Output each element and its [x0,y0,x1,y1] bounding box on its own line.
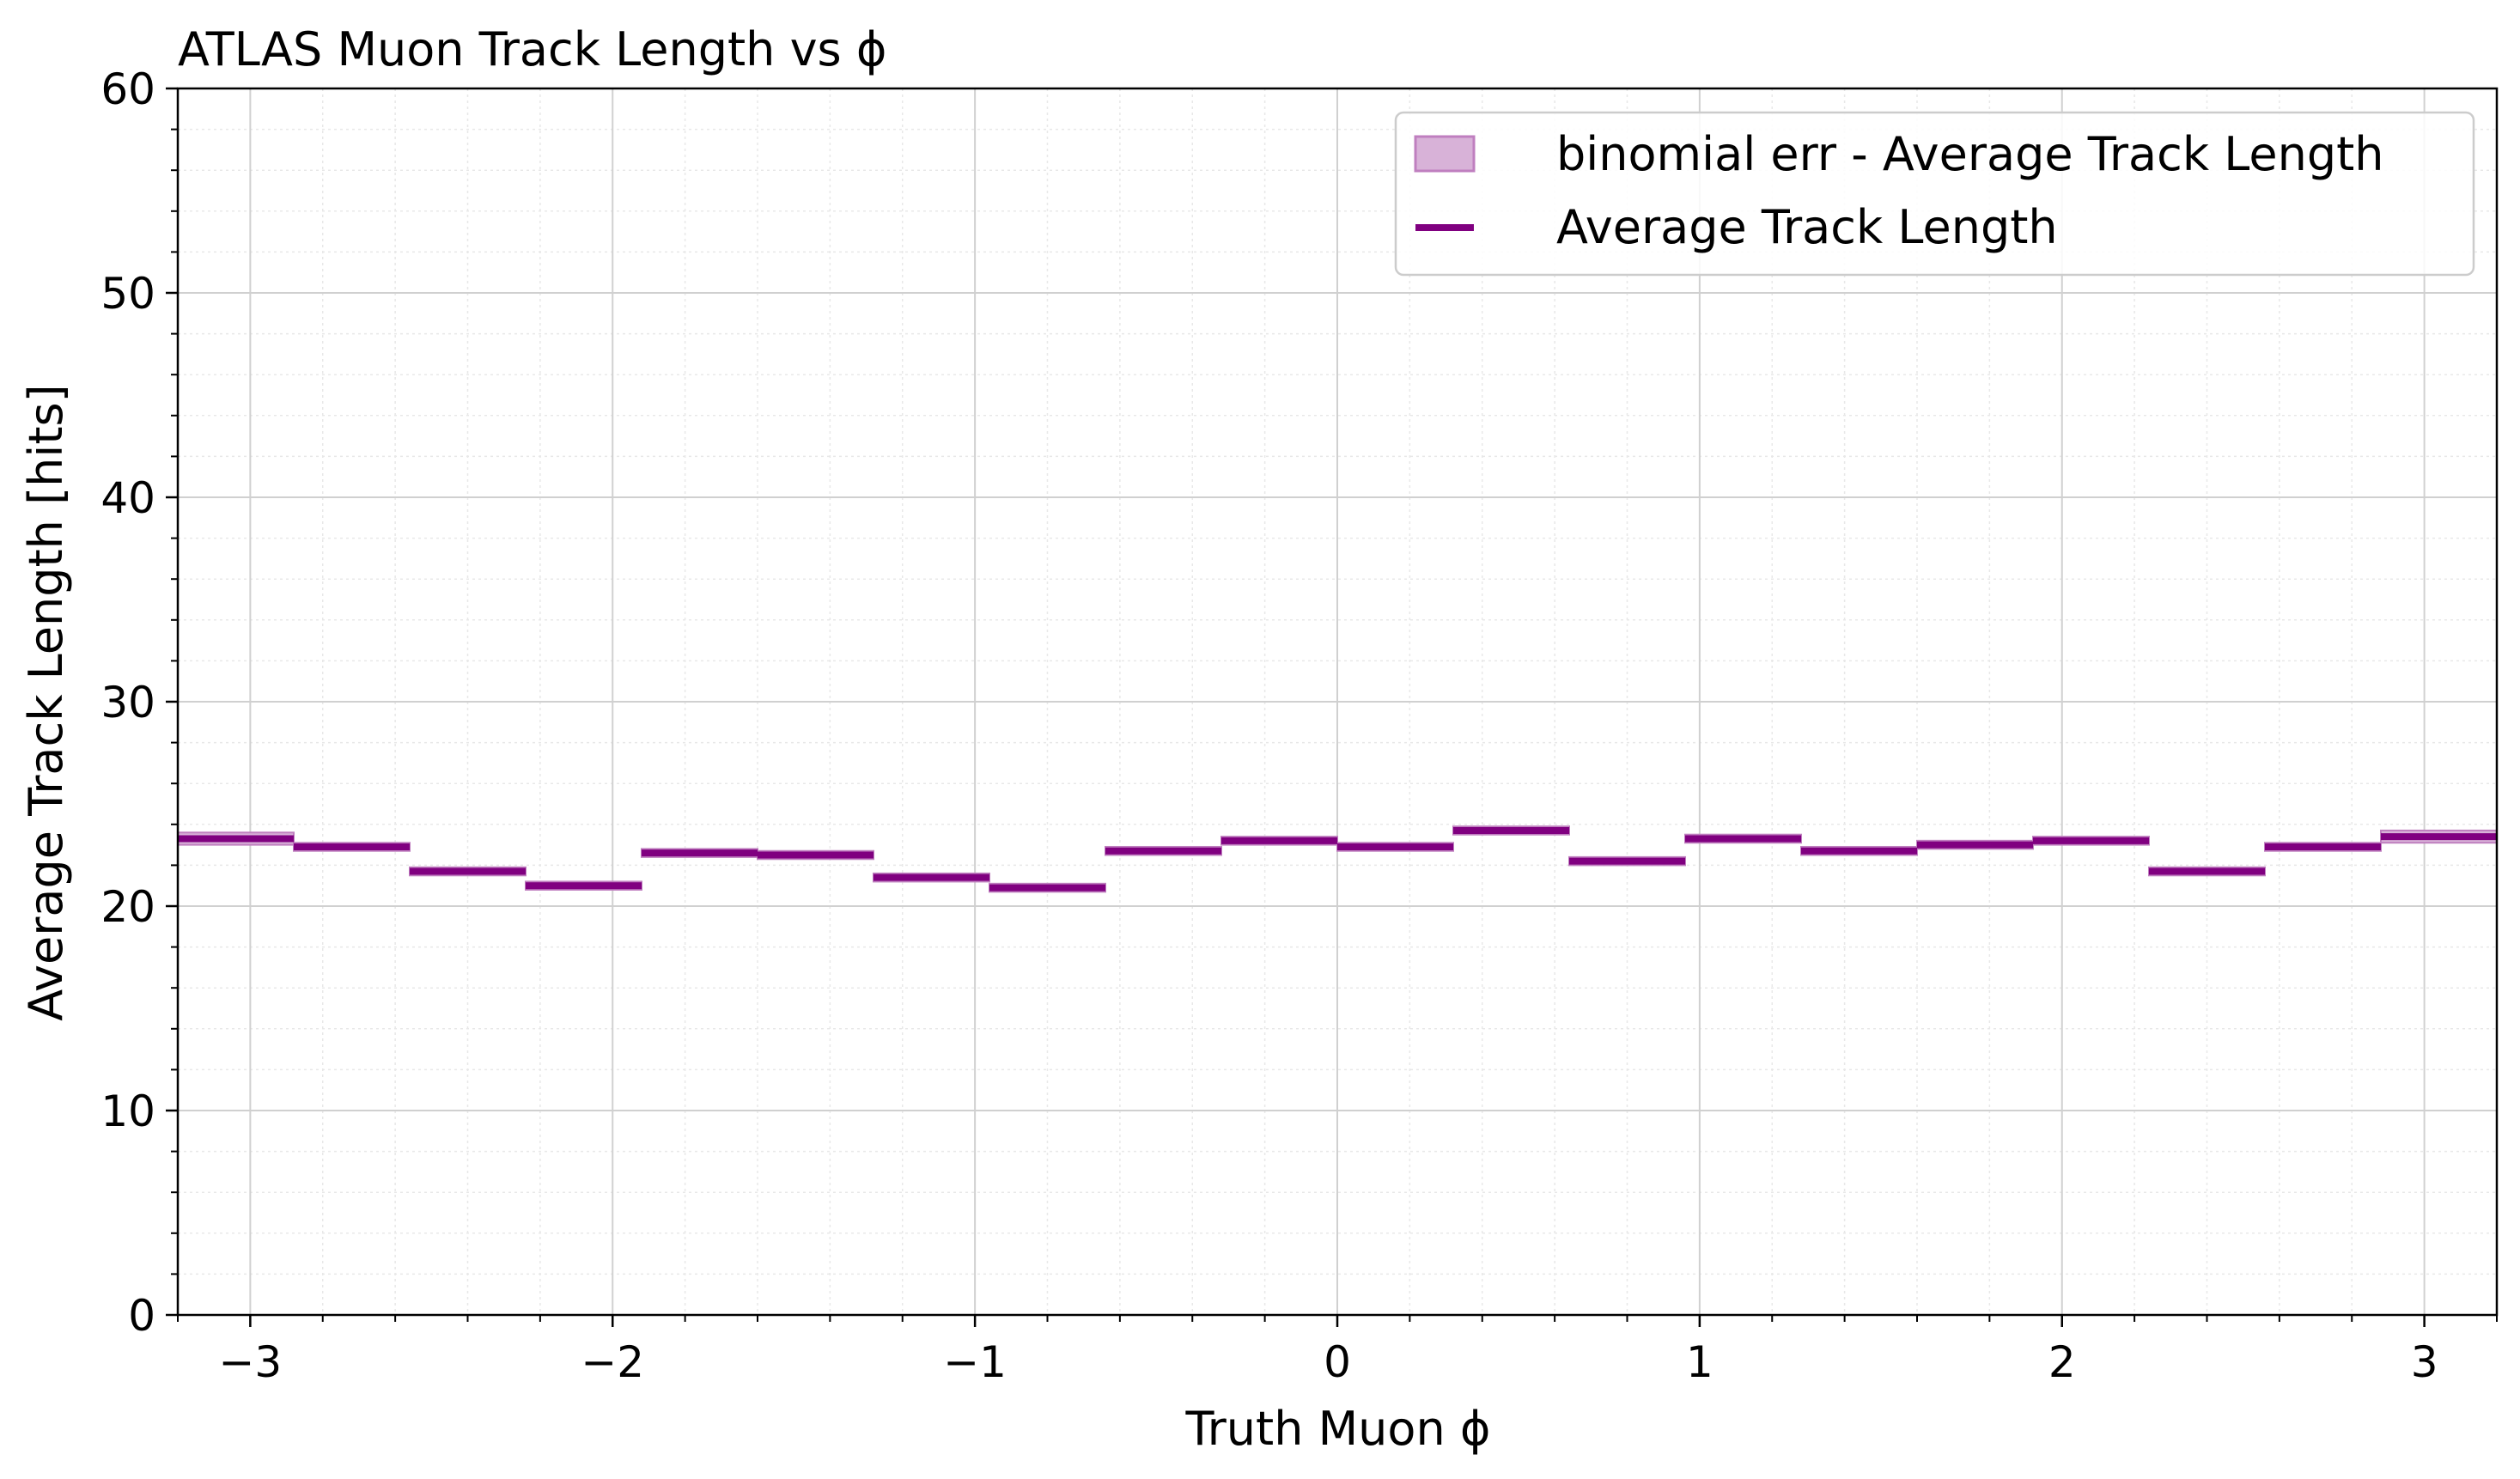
y-tick-label: 30 [100,678,155,727]
y-tick-label: 20 [100,882,155,932]
chart-title: ATLAS Muon Track Length vs ϕ [178,22,886,76]
y-tick-label: 50 [100,269,155,319]
y-axis-label: Average Track Length [hits] [19,384,73,1020]
x-tick-label: −3 [219,1337,283,1387]
legend-box [1394,111,2475,277]
track-length-steps [178,826,2497,892]
x-tick-label: 2 [2048,1337,2076,1387]
legend-line-label: Average Track Length [1556,200,2058,254]
x-axis-ticks: −3 −2 −1 0 1 2 3 [177,1315,2498,1387]
x-tick-label: 1 [1686,1337,1713,1387]
x-tick-label: −1 [943,1337,1007,1387]
y-tick-label: 60 [100,64,155,114]
x-tick-label: 0 [1324,1337,1351,1387]
y-tick-label: 10 [100,1086,155,1136]
x-tick-label: 3 [2411,1337,2438,1387]
y-tick-label: 0 [128,1291,155,1341]
y-tick-label: 40 [100,473,155,523]
legend-band-swatch [1414,135,1476,173]
legend: binomial err - Average Track Length Aver… [1394,111,2475,277]
legend-band-label: binomial err - Average Track Length [1556,127,2384,181]
y-axis-ticks: 0 10 20 30 40 50 60 [100,64,178,1341]
x-tick-label: −2 [581,1337,644,1387]
x-axis-label: Truth Muon ϕ [1185,1402,1491,1456]
